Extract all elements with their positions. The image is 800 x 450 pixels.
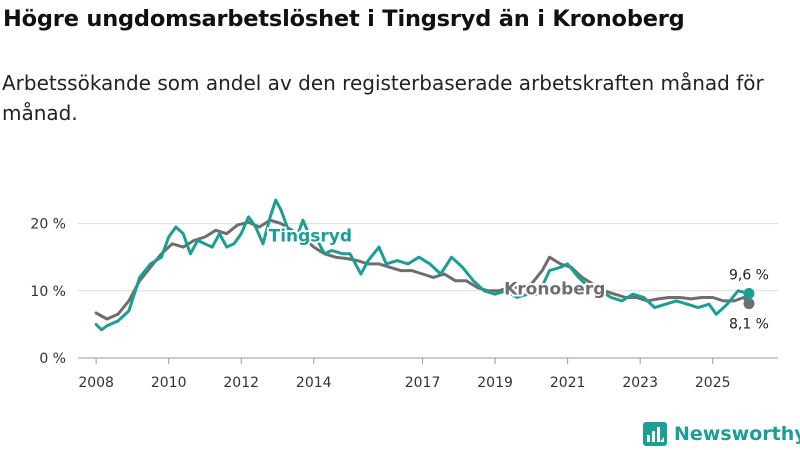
y-tick-label: 10 % (30, 284, 66, 300)
x-tick-label: 2021 (550, 375, 586, 391)
series-end-point-kronoberg (743, 298, 755, 310)
chart-subtitle: Arbetssökande som andel av den registerb… (2, 71, 764, 125)
x-tick-label: 2017 (405, 375, 441, 391)
x-tick-label: 2008 (78, 375, 114, 391)
series-name-label-kronoberg: Kronoberg (504, 279, 605, 299)
y-tick-label: 20 % (30, 217, 66, 233)
x-tick-label: 2023 (622, 375, 658, 391)
label-layer: 8,1 % Kronoberg 9,6 % Tingsryd (267, 224, 769, 333)
series-layer (94, 198, 755, 332)
end-value-label-tingsryd: 9,6 % (729, 267, 769, 283)
series-end-point-tingsryd (743, 287, 755, 299)
x-tick-label: 2025 (695, 375, 731, 391)
bar-chart-icon (643, 422, 667, 446)
series-name-label-tingsryd: Tingsryd (269, 226, 352, 246)
grid-layer: 0 % 10 % 20 % (30, 217, 778, 367)
brand-name: Newsworthy (674, 423, 800, 445)
x-tick-label: 2010 (151, 375, 187, 391)
x-axis: 2008 2010 2012 2014 2017 2019 2021 2023 2025 (78, 358, 731, 391)
x-tick-label: 2014 (296, 375, 332, 391)
x-tick-label: 2019 (477, 375, 513, 391)
series-line-tingsryd (94, 198, 751, 332)
brand-logo: Newsworthy (643, 420, 800, 448)
chart-title: Högre ungdomsarbetslöshet i Tingsryd än … (3, 6, 685, 32)
y-tick-label: 0 % (39, 351, 66, 367)
x-tick-label: 2012 (223, 375, 259, 391)
end-value-label-kronoberg: 8,1 % (729, 317, 769, 333)
